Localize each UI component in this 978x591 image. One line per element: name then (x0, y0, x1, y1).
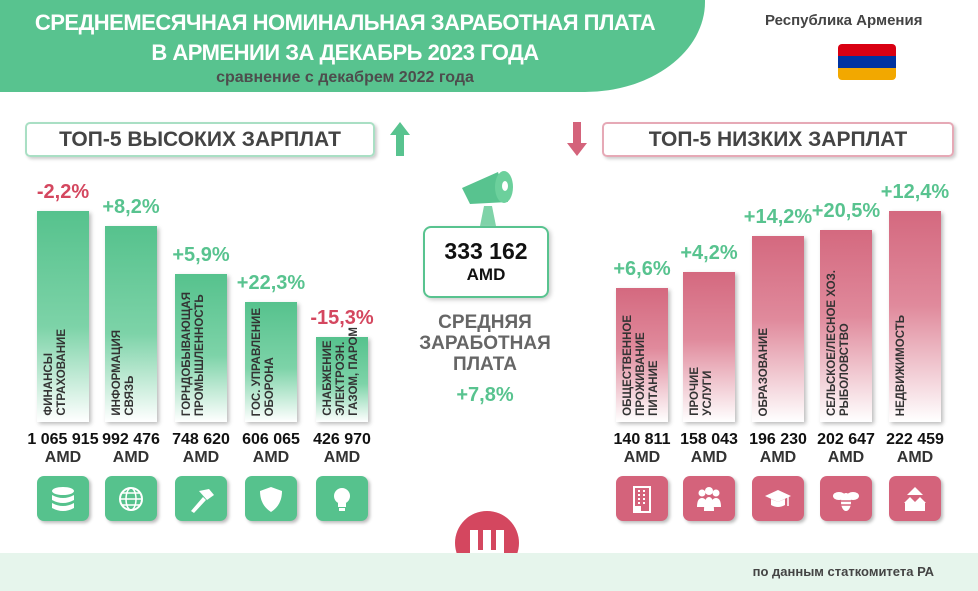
bar-low-3: СЕЛЬСКОЕ/ЛЕСНОЕ ХОЗ. РЫБОЛОВСТВО (820, 230, 872, 422)
change-label: -15,3% (310, 307, 374, 329)
value-number: 140 811 (613, 431, 671, 448)
database-icon (37, 476, 89, 521)
change-label: +22,3% (236, 272, 306, 294)
value-unit: AMD (690, 449, 728, 466)
houses-icon (889, 476, 941, 521)
bar-category-label: ФИНАНСЫ СТРАХОВАНИЕ (43, 329, 68, 416)
average-salary-value: 333 162 (444, 238, 528, 264)
hammer-icon (175, 476, 227, 521)
change-label: -2,2% (36, 181, 90, 203)
value-label: 1 065 915 AMD (23, 431, 103, 467)
value-number: 606 065 (242, 431, 300, 448)
bar-high-4: СНАБЖЕНИЕ ЭЛЕКТРОЭН. ГАЗОМ, ПАРОМ (316, 327, 368, 422)
value-number: 1 065 915 (27, 431, 99, 448)
value-number: 748 620 (172, 431, 230, 448)
header-banner: СРЕДНЕМЕСЯЧНАЯ НОМИНАЛЬНАЯ ЗАРАБОТНАЯ ПЛ… (0, 0, 705, 92)
top-high-title: ТОП-5 ВЫСОКИХ ЗАРПЛАТ (25, 122, 375, 157)
change-label: +14,2% (743, 206, 813, 228)
bar-high-2: ГОРНДОБЫВАЮЩАЯ ПРОМЫШЛЕННОСТЬ (175, 274, 227, 422)
bar-low-4: НЕДВИЖИМОСТЬ (889, 211, 941, 422)
value-unit: AMD (182, 449, 220, 466)
average-salary-unit: AMD (466, 265, 506, 284)
value-unit: AMD (112, 449, 150, 466)
shield-icon (245, 476, 297, 521)
value-label: 196 230 AMD (738, 431, 818, 467)
bar-category-label: ИНФОРМАЦИЯ СВЯЗЬ (111, 330, 136, 416)
bar-low-0: ОБЩЕСТВЕННОЕ ПРОЖИВАНИЕ ПИТАНИЕ (616, 288, 668, 422)
value-label: 140 811 AMD (602, 431, 682, 467)
value-label: 426 970 AMD (302, 431, 382, 467)
value-number: 202 647 (817, 431, 875, 448)
bar-category-label: ОБРАЗОВАНИЕ (758, 327, 770, 416)
bar-category-label: ГОРНДОБЫВАЮЩАЯ ПРОМЫШЛЕННОСТЬ (181, 291, 206, 416)
bar-high-1: ИНФОРМАЦИЯ СВЯЗЬ (105, 226, 157, 422)
change-label: +20,5% (811, 200, 881, 222)
change-label: +8,2% (102, 196, 160, 218)
value-number: 426 970 (313, 431, 371, 448)
value-label: 158 043 AMD (669, 431, 749, 467)
bar-category-label: ПРОЧИЕ УСЛУГИ (689, 367, 714, 416)
title-line2: В АРМЕНИИ ЗА ДЕКАБРЬ 2023 ГОДА (151, 40, 539, 65)
armenia-flag-icon (838, 44, 896, 80)
graduation-cap-icon (752, 476, 804, 521)
globe-icon (105, 476, 157, 521)
value-unit: AMD (827, 449, 865, 466)
bar-category-label: ОБЩЕСТВЕННОЕ ПРОЖИВАНИЕ ПИТАНИЕ (622, 315, 660, 416)
average-salary-box: 333 162 AMD (423, 226, 549, 298)
value-unit: AMD (759, 449, 797, 466)
value-number: 196 230 (749, 431, 807, 448)
top-low-title: ТОП-5 НИЗКИХ ЗАРПЛАТ (602, 122, 954, 157)
value-label: 992 476 AMD (91, 431, 171, 467)
bar-category-label: СЕЛЬСКОЕ/ЛЕСНОЕ ХОЗ. РЫБОЛОВСТВО (826, 269, 851, 416)
bar-category-label: ГОС. УПРАВЛЕНИЕ ОБОРОНА (251, 307, 276, 416)
country-label: Республика Армения (765, 12, 923, 29)
lightbulb-icon (316, 476, 368, 521)
value-label: 202 647 AMD (806, 431, 886, 467)
value-unit: AMD (252, 449, 290, 466)
bar-low-2: ОБРАЗОВАНИЕ (752, 236, 804, 422)
value-label: 222 459 AMD (875, 431, 955, 467)
value-unit: AMD (44, 449, 82, 466)
value-label: 748 620 AMD (161, 431, 241, 467)
value-number: 992 476 (102, 431, 160, 448)
change-label: +12,4% (880, 181, 950, 203)
value-number: 158 043 (680, 431, 738, 448)
value-label: 606 065 AMD (231, 431, 311, 467)
average-salary-label: СРЕДНЯЯ ЗАРАБОТНАЯ ПЛАТА (419, 312, 551, 375)
arrow-down-icon (567, 122, 587, 156)
bar-high-3: ГОС. УПРАВЛЕНИЕ ОБОРОНА (245, 302, 297, 422)
arrow-up-icon (390, 122, 410, 156)
value-unit: AMD (623, 449, 661, 466)
people-icon (683, 476, 735, 521)
bar-category-label: СНАБЖЕНИЕ ЭЛЕКТРОЭН. ГАЗОМ, ПАРОМ (322, 327, 360, 416)
change-label: +6,6% (613, 258, 671, 280)
bee-icon (820, 476, 872, 521)
bar-category-label: НЕДВИЖИМОСТЬ (895, 314, 907, 416)
change-label: +4,2% (680, 242, 738, 264)
source-note: по данным статкомитета РА (752, 564, 934, 579)
title-line1: СРЕДНЕМЕСЯЧНАЯ НОМИНАЛЬНАЯ ЗАРАБОТНАЯ ПЛ… (34, 10, 656, 35)
change-label: +5,9% (172, 244, 230, 266)
bar-high-0: ФИНАНСЫ СТРАХОВАНИЕ (37, 211, 89, 422)
building-icon (616, 476, 668, 521)
bar-low-1: ПРОЧИЕ УСЛУГИ (683, 272, 735, 422)
megaphone-icon (462, 171, 513, 226)
value-unit: AMD (896, 449, 934, 466)
value-number: 222 459 (886, 431, 944, 448)
average-salary-change: +7,8% (456, 384, 514, 406)
subtitle: сравнение с декабрем 2022 года (216, 69, 474, 86)
footer: по данным статкомитета РА (0, 553, 978, 591)
value-unit: AMD (323, 449, 361, 466)
